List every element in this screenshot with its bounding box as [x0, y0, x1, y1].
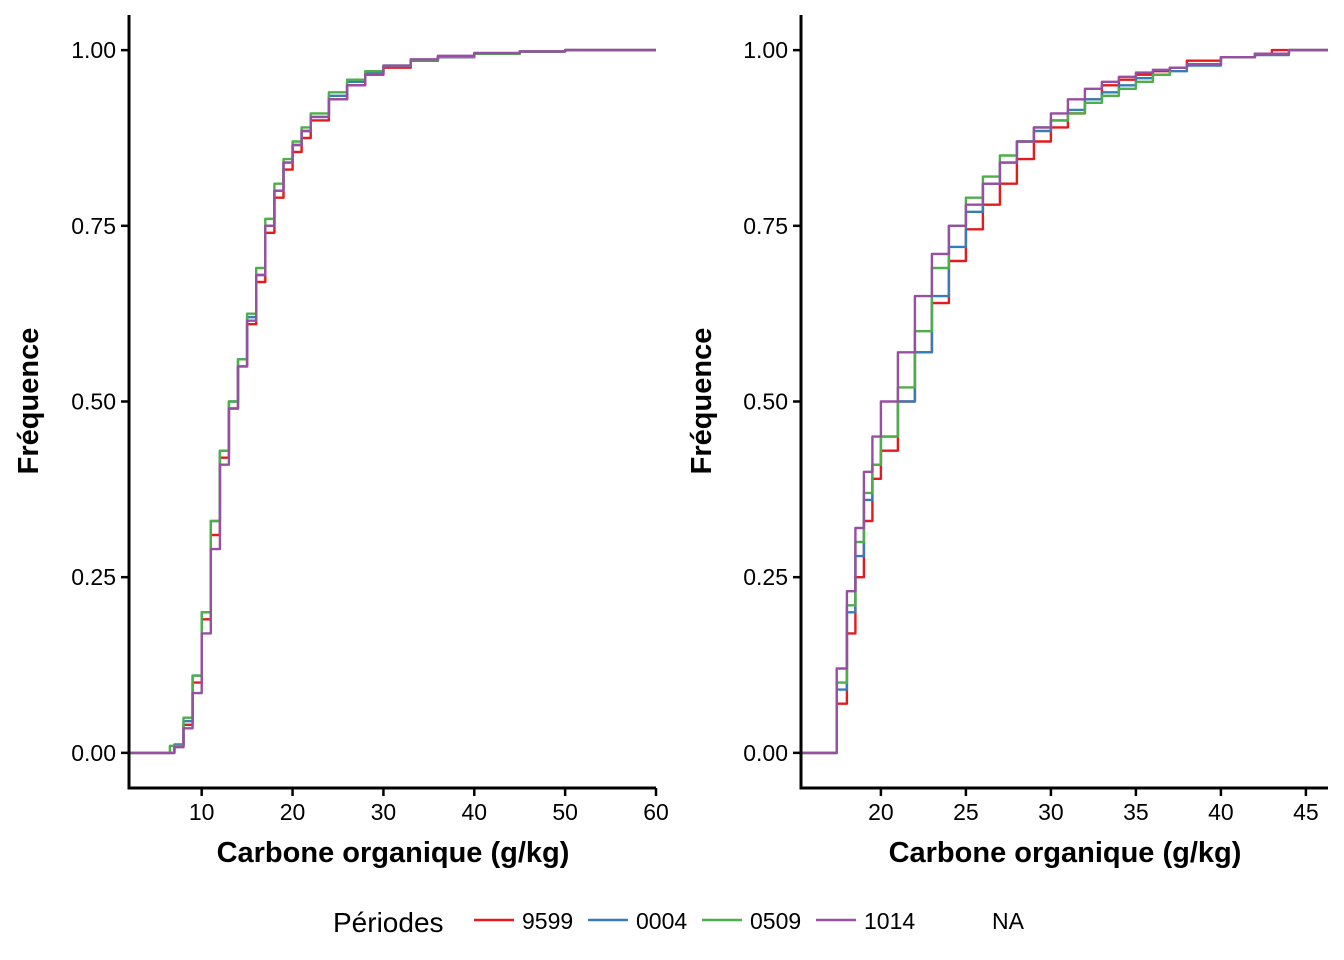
right-y-tick-label: 0.50 [743, 389, 788, 415]
legend-label-9599: 9599 [522, 908, 573, 934]
legend-label-0509: 0509 [750, 908, 801, 934]
right-x-tick-label: 25 [953, 799, 979, 825]
right-y-tick-label: 0.75 [743, 213, 788, 239]
left-x-tick-label: 10 [189, 799, 215, 825]
left-series-0509 [129, 48, 656, 755]
left-plot-panel: Carbone organique (g/kg) Fréquence 0.00 0… [13, 15, 669, 869]
left-series-9599 [129, 48, 656, 755]
right-y-tick-label: 1.00 [743, 37, 788, 63]
right-x-tick-label: 35 [1123, 799, 1149, 825]
legend-label-0004: 0004 [636, 908, 687, 934]
left-x-tick-label: 30 [371, 799, 397, 825]
left-y-tick-label: 1.00 [71, 37, 116, 63]
right-x-tick-label: 30 [1038, 799, 1064, 825]
left-x-axis-title: Carbone organique (g/kg) [217, 837, 570, 869]
legend-label-1014: 1014 [864, 908, 915, 934]
left-x-tick-label: 60 [643, 799, 669, 825]
right-y-tick-label: 0.25 [743, 564, 788, 590]
right-x-tick-label: 40 [1208, 799, 1234, 825]
left-x-tick-label: 50 [552, 799, 578, 825]
left-x-tick-label: 40 [461, 799, 487, 825]
right-y-tick-label: 0.00 [743, 740, 788, 766]
left-x-tick-label: 20 [280, 799, 306, 825]
left-series-0004 [129, 48, 656, 755]
legend-title: Périodes [333, 907, 444, 938]
right-x-axis-title: Carbone organique (g/kg) [889, 837, 1242, 869]
right-plot-panel: Carbone organique (g/kg) Fréquence 0.00 0… [686, 15, 1328, 869]
left-y-tick-label: 0.00 [71, 740, 116, 766]
right-x-tick-label: 20 [868, 799, 894, 825]
left-series-1014 [129, 48, 656, 755]
left-y-tick-label: 0.25 [71, 564, 116, 590]
left-y-axis-title: Fréquence [13, 328, 45, 475]
legend: Périodes 9599 0004 0509 1014 NA [333, 907, 1025, 938]
right-series-1014 [801, 48, 1328, 755]
legend-label-NA: NA [992, 908, 1025, 934]
left-y-tick-label: 0.50 [71, 389, 116, 415]
right-x-tick-label: 45 [1293, 799, 1319, 825]
right-y-axis-title: Fréquence [686, 328, 718, 475]
left-y-tick-label: 0.75 [71, 213, 116, 239]
